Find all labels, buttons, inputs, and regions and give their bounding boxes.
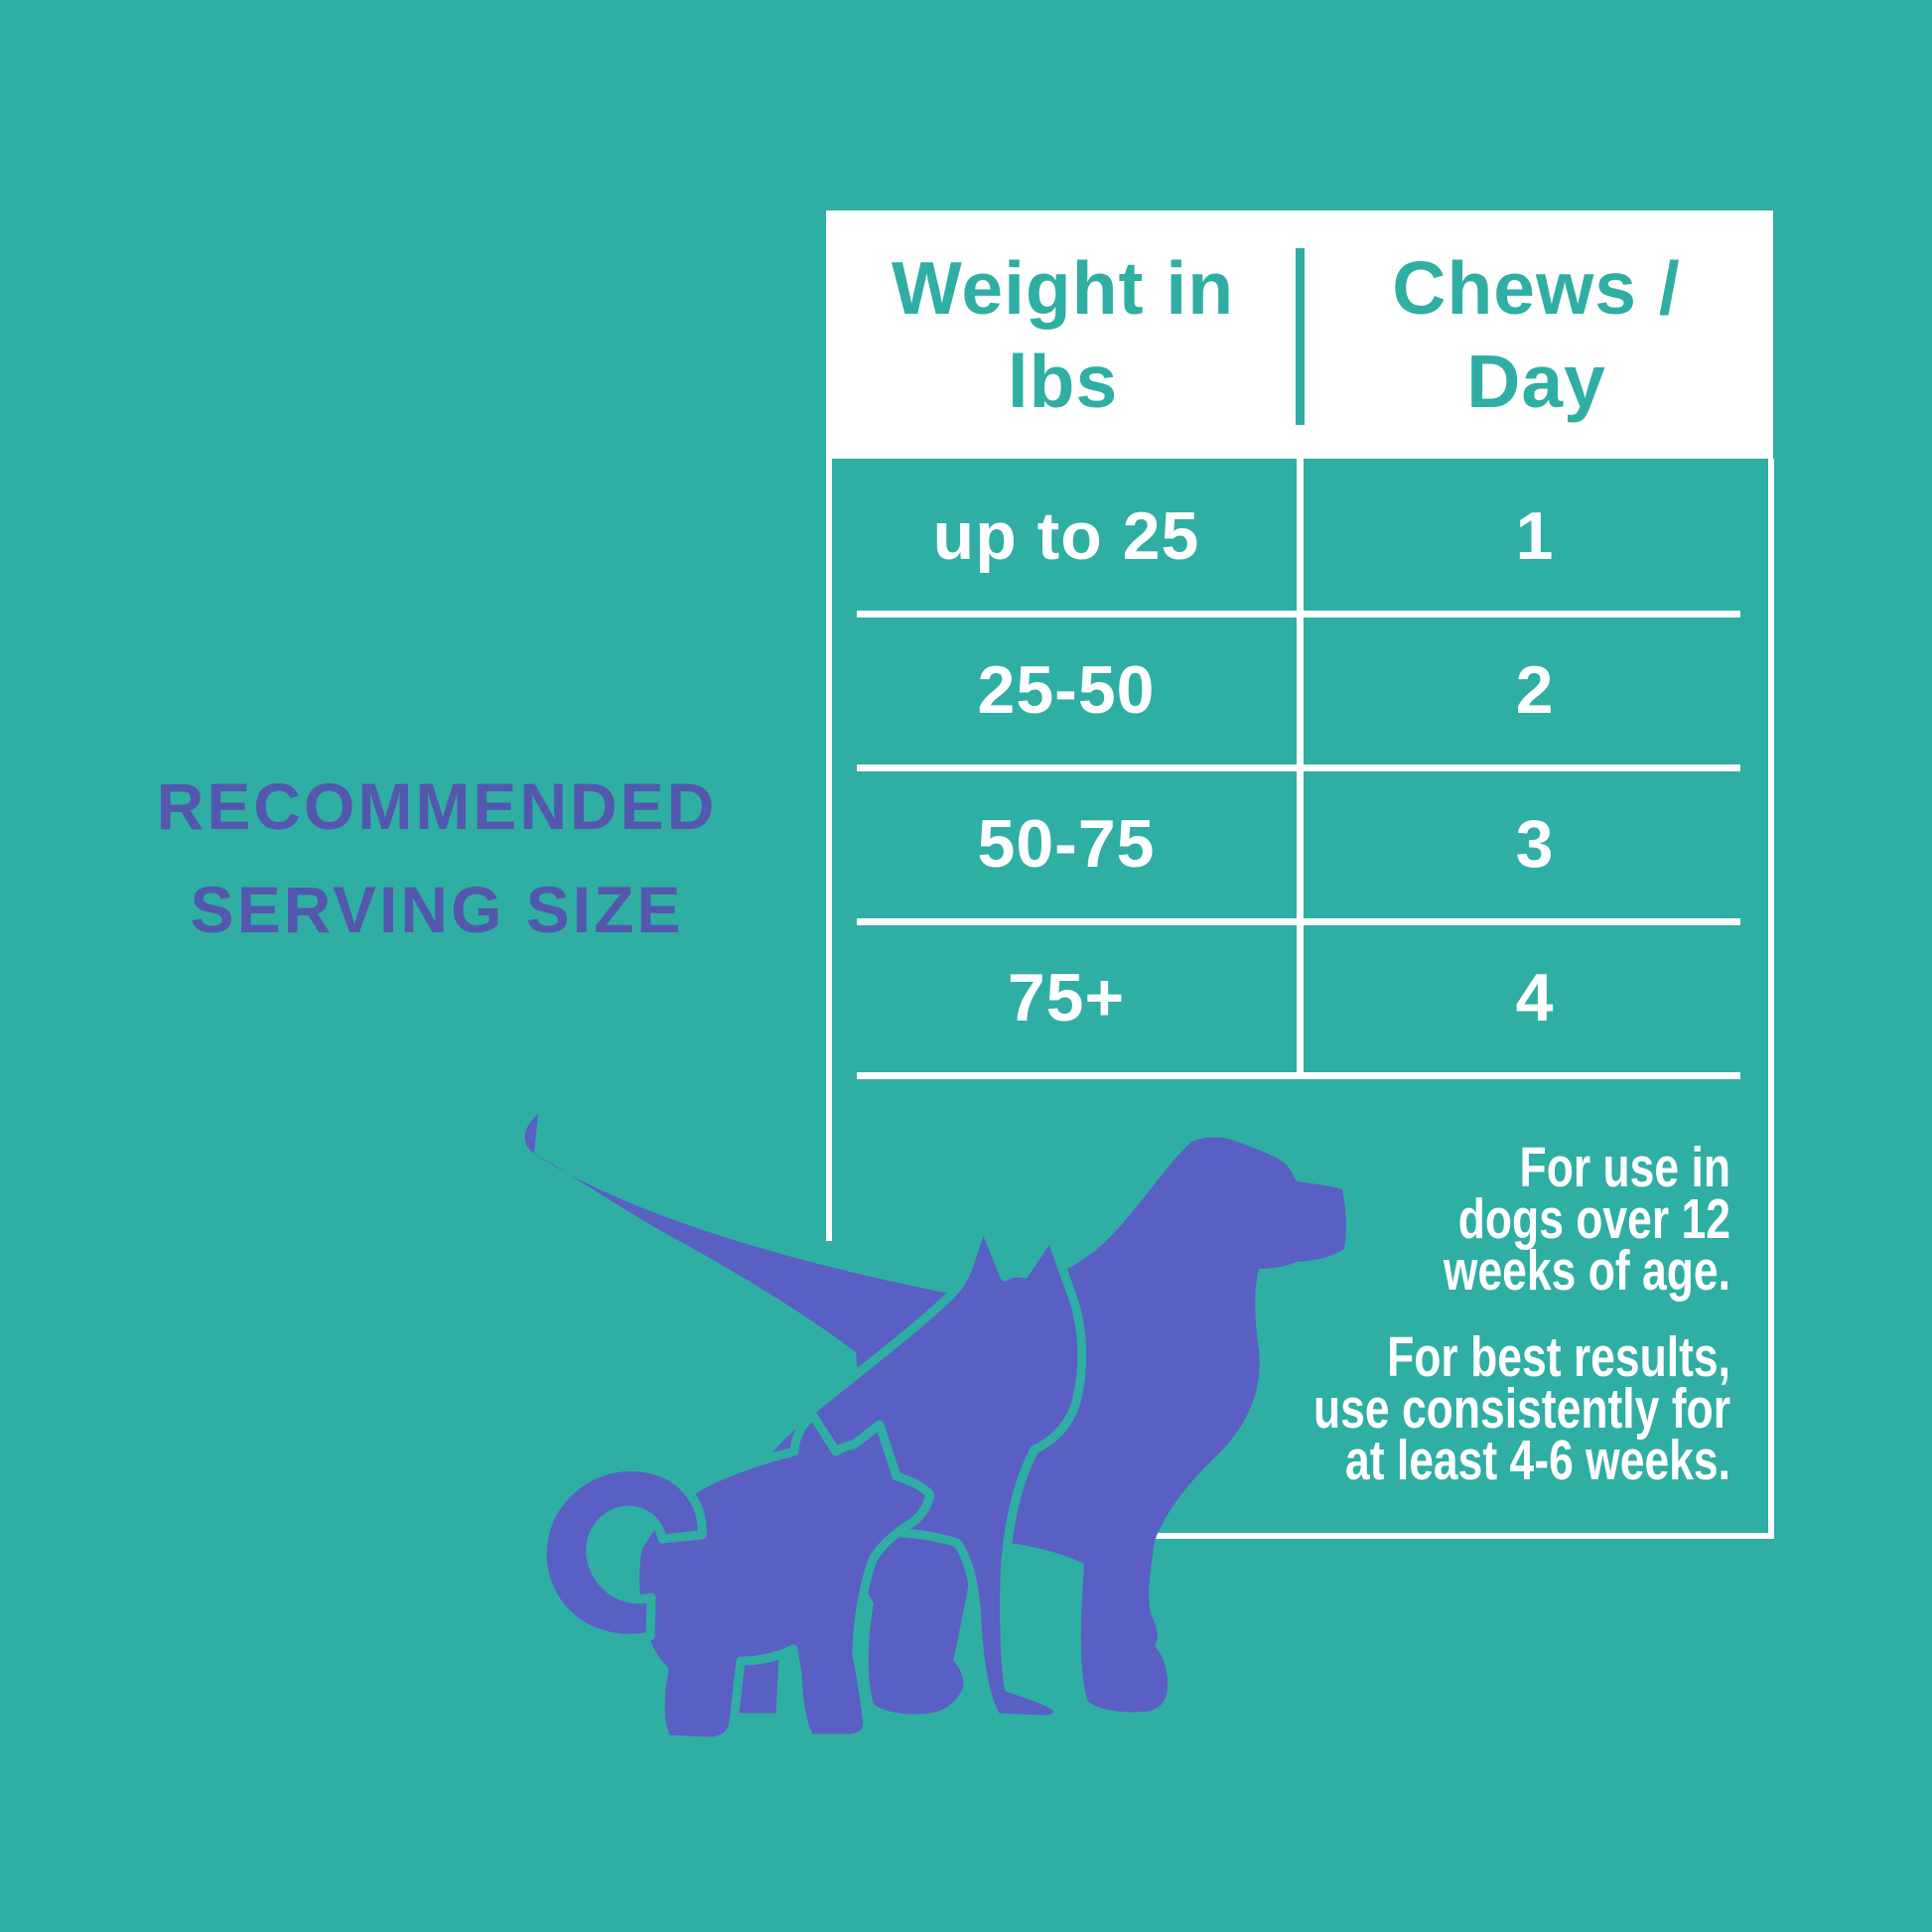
- table-border-right: [1768, 459, 1774, 1539]
- usage-notes: For use in dogs over 12 weeks of age. Fo…: [1250, 1140, 1730, 1489]
- weight-cell: 50-75: [977, 805, 1156, 882]
- table-row: 25-50 2: [832, 613, 1769, 766]
- page-title-line1: RECOMMENDED: [156, 769, 718, 843]
- table-border-bottom: [1142, 1533, 1774, 1539]
- note-line: dogs over 12: [1457, 1187, 1730, 1251]
- table-row: up to 25 1: [832, 459, 1769, 613]
- page-title: RECOMMENDED SERVING SIZE: [119, 755, 755, 961]
- table-row: 50-75 3: [832, 766, 1769, 920]
- column-header-weight: Weight in lbs: [826, 210, 1300, 459]
- column-header-weight-line1: Weight in: [891, 246, 1235, 330]
- note-line: For use in: [1519, 1136, 1730, 1199]
- small-fluffy-dog-silhouette: [630, 1411, 935, 1746]
- weight-cell: up to 25: [932, 497, 1200, 574]
- column-header-chews-line1: Chews /: [1392, 246, 1681, 330]
- row-separator-4: [857, 1072, 1740, 1079]
- table-row: 75+ 4: [832, 920, 1769, 1074]
- chews-cell: 1: [1515, 497, 1555, 574]
- note-line: use consistently for: [1312, 1377, 1730, 1441]
- row-separator-1: [857, 611, 1740, 618]
- small-dog-tail-curl: [537, 1462, 707, 1643]
- note-line: at least 4-6 weeks.: [1344, 1429, 1730, 1492]
- note-line: weeks of age.: [1443, 1239, 1730, 1303]
- header-column-divider: [1296, 248, 1305, 425]
- chews-cell: 2: [1515, 651, 1555, 728]
- note-line: For best results,: [1387, 1325, 1730, 1389]
- chews-cell: 3: [1515, 805, 1555, 882]
- chews-cell: 4: [1515, 959, 1555, 1035]
- column-header-chews-line2: Day: [1466, 340, 1606, 423]
- page-title-line2: SERVING SIZE: [190, 873, 684, 946]
- large-dog-silhouette: [524, 1114, 1346, 1715]
- usage-note-results: For best results, use consistently for a…: [1250, 1329, 1730, 1489]
- column-header-weight-line2: lbs: [1007, 340, 1119, 423]
- row-separator-3: [857, 918, 1740, 925]
- weight-cell: 25-50: [977, 651, 1156, 728]
- weight-cell: 75+: [1007, 959, 1126, 1035]
- cat-silhouette: [712, 1218, 1087, 1725]
- row-separator-2: [857, 764, 1740, 771]
- table-border-left: [826, 459, 832, 1241]
- usage-note-age: For use in dogs over 12 weeks of age.: [1250, 1140, 1730, 1300]
- column-header-chews: Chews / Day: [1300, 210, 1773, 459]
